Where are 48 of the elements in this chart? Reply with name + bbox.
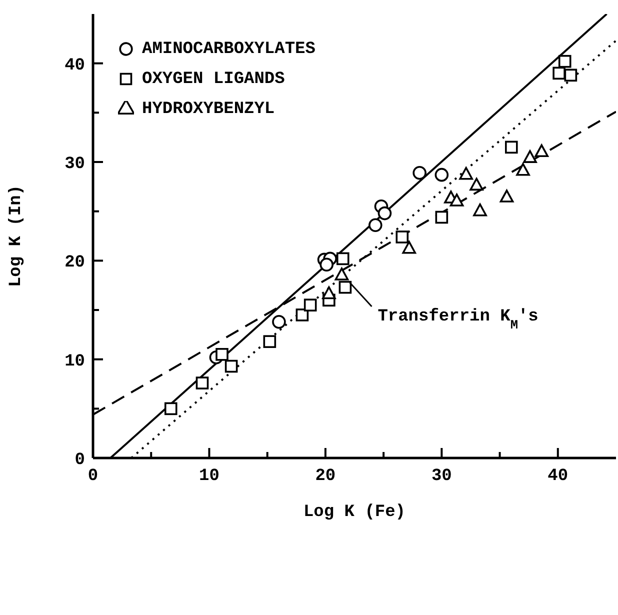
legend-label: HYDROXYBENZYL [142,100,275,118]
point [412,166,426,180]
point [473,203,487,216]
y-axis-title: Log K (In) [7,184,26,288]
point [450,194,464,206]
point [459,166,473,180]
y-tick-label: 40 [64,56,85,76]
point [505,140,518,154]
point [564,68,578,82]
x-tick-label: 40 [548,467,568,486]
point [500,190,514,202]
y-tick-label: 20 [64,254,85,273]
y-tick-label: 30 [64,155,85,174]
point [224,360,238,373]
point [322,286,336,300]
point [552,66,566,80]
x-tick-label: 10 [199,467,220,486]
x-tick-label: 0 [88,467,98,486]
point [196,376,209,390]
point [216,348,228,361]
point [516,162,530,176]
x-axis-title: Log K (Fe) [303,503,406,522]
legend-label: OXYGEN LIGANDS [142,70,285,88]
point [402,240,416,254]
point [336,252,350,266]
point [296,308,309,322]
x-tick-label: 20 [315,467,336,486]
y-tick-label: 0 [74,451,85,470]
point [378,206,392,220]
point [523,150,537,163]
annotation: Transferrin K$_{M}$'s [378,307,538,332]
point [338,280,352,294]
point [434,168,449,182]
point [272,314,286,329]
point [470,178,484,191]
point [368,218,382,232]
point [396,230,409,244]
point [263,335,276,348]
point [558,54,572,68]
legend-label: AMINOCARBOXYLATES [142,40,316,58]
point [164,402,178,416]
point [304,298,317,312]
point [435,210,448,224]
x-tick-label: 30 [431,467,452,486]
point [534,144,549,158]
y-tick-label: 10 [64,352,85,372]
point [334,268,349,280]
point [320,258,334,272]
